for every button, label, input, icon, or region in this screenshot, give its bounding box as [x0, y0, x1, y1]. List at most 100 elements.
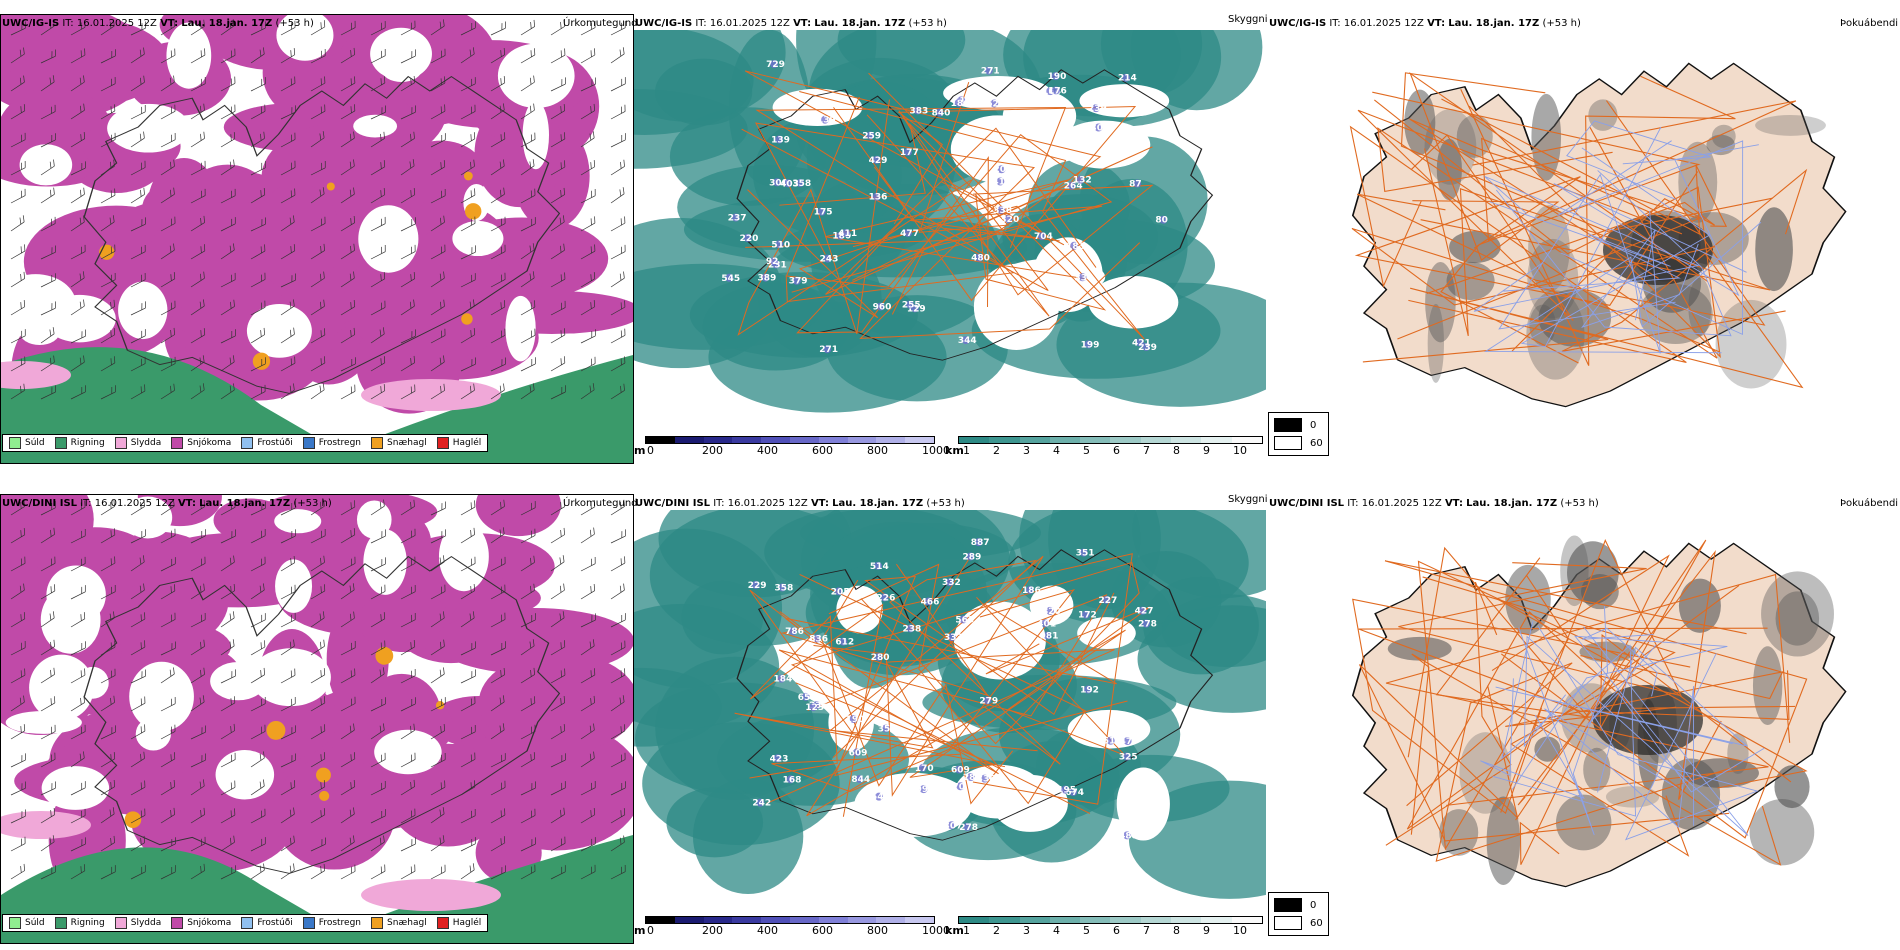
model-name: UWC/IG-IS	[2, 18, 60, 29]
legend-swatch	[436, 917, 449, 929]
wind-barb	[40, 19, 55, 36]
wind-barb	[160, 837, 176, 852]
vt-value: Lau. 18.jan. 17Z	[832, 498, 924, 509]
wind-barb	[400, 272, 416, 288]
height-tick: 800	[867, 924, 888, 937]
wind-barb	[250, 300, 266, 316]
peak-marker	[1081, 610, 1090, 619]
wind-barb	[460, 641, 476, 656]
peak-marker	[775, 135, 784, 144]
fog-area	[1439, 809, 1479, 856]
legend-item: Snjókoma	[171, 437, 231, 449]
wind-barb	[280, 697, 296, 712]
legend-label: Súld	[25, 918, 45, 928]
peak-marker	[874, 652, 883, 661]
fog-area	[1526, 290, 1585, 380]
wind-barb	[370, 499, 385, 516]
peak-marker	[836, 231, 845, 240]
peak-marker	[924, 597, 933, 606]
wind-barb	[340, 47, 355, 64]
wind-barb	[340, 500, 356, 516]
wind-barb	[40, 355, 55, 372]
vt-value: Lau. 18.jan. 17Z	[1466, 498, 1558, 509]
wind-barb	[400, 556, 416, 572]
fog-area	[1775, 591, 1820, 646]
wind-barb	[220, 752, 236, 768]
peak-height: 379	[789, 277, 808, 287]
peak-height: 332	[942, 578, 961, 588]
wind-barb	[580, 131, 595, 148]
legend-item: Súld	[9, 917, 45, 929]
wind-barb	[160, 48, 176, 64]
wind-barb	[250, 161, 266, 176]
low-visibility-area	[1162, 594, 1266, 668]
it-value: 16.01.2025 12Z	[727, 498, 808, 509]
wind-barb	[40, 667, 55, 684]
peak-height: 336	[977, 775, 996, 785]
peak-marker	[1052, 86, 1061, 95]
wind-barb	[340, 215, 356, 232]
wind-barb	[280, 725, 296, 740]
peak-height: 344	[958, 336, 977, 346]
wind-barb	[460, 47, 475, 64]
lead-time: (+53 h)	[908, 18, 947, 29]
legend-item: Haglél	[436, 437, 481, 449]
wind-barb	[370, 272, 386, 288]
vt-value: Lau. 18.jan. 17Z	[199, 498, 291, 509]
wind-barb	[10, 528, 26, 544]
wind-barb	[610, 133, 626, 148]
road	[1351, 227, 1720, 353]
wind-barb	[190, 836, 206, 852]
visibility-unit: km	[945, 444, 964, 457]
peak-height: 621	[986, 99, 1005, 109]
wind-barb	[400, 752, 416, 768]
wind-barb	[430, 299, 445, 316]
wind-barb	[400, 528, 416, 544]
wind-barb	[460, 245, 476, 260]
legend-label: Snæhagl	[387, 438, 427, 448]
wind-barb	[10, 863, 25, 880]
wind-barb	[310, 48, 326, 64]
wind-barb	[160, 272, 176, 288]
legend-swatch	[9, 917, 21, 929]
wind-barb	[580, 500, 596, 516]
peak-height: 513	[1103, 737, 1122, 747]
wind-barb	[370, 384, 386, 400]
road	[1406, 662, 1737, 862]
wind-barb	[190, 271, 205, 288]
peak-marker	[1094, 123, 1103, 132]
road	[1400, 72, 1773, 233]
visibility-tick: 5	[1083, 924, 1090, 937]
peak-height: 844	[851, 775, 870, 785]
peak-height: 510	[771, 240, 790, 250]
road	[1357, 109, 1683, 321]
wind-barb	[100, 272, 116, 288]
wind-barb	[460, 21, 476, 36]
wind-barb	[250, 272, 266, 288]
wind-barb	[310, 76, 326, 92]
visibility-tick: 9	[1203, 924, 1210, 937]
coastline	[83, 75, 561, 394]
wind-barb	[610, 613, 626, 628]
wind-barb	[580, 613, 596, 628]
peak-height: 320	[1000, 215, 1019, 225]
peak-height: 674	[1065, 788, 1084, 798]
wind-barb	[100, 752, 116, 768]
wind-barb	[400, 640, 416, 656]
visibility-unit: km	[945, 924, 964, 937]
wind-barb	[10, 21, 26, 36]
wind-barb	[250, 131, 265, 148]
wind-barb	[70, 75, 85, 92]
wind-barb	[10, 556, 26, 572]
wind-barb	[580, 103, 595, 120]
wind-barb	[250, 724, 266, 740]
wind-barb	[310, 555, 325, 572]
peak-height: 411	[838, 229, 857, 239]
peak-marker	[873, 561, 882, 570]
wind-barb	[430, 160, 446, 176]
wind-barb	[190, 103, 205, 120]
peak-height: 271	[981, 67, 1000, 77]
precip-legend: Súld Rigning Slydda Snjókoma Frostúði Frostre…	[2, 434, 489, 452]
panel-header: UWC/DINI ISL IT: 16.01.2025 12Z VT: Lau.…	[1269, 498, 1599, 509]
peak-height: 610	[953, 96, 972, 106]
